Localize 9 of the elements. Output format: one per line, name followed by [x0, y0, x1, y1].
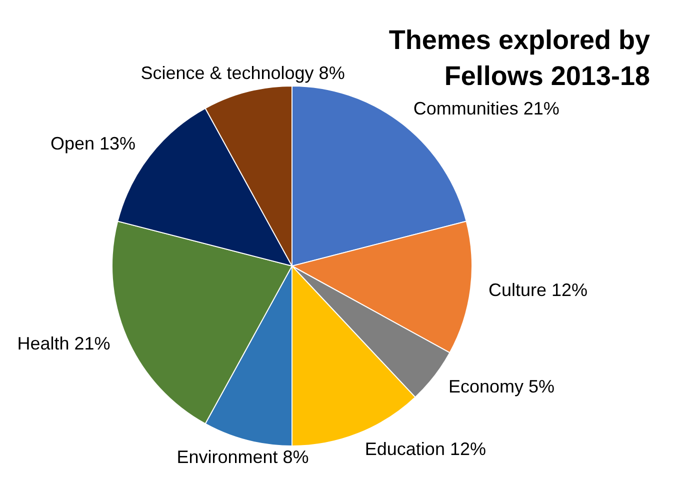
slice-label: Health 21%	[17, 334, 110, 354]
chart-title: Themes explored by Fellows 2013-18	[388, 25, 650, 91]
slice-label: Education 12%	[364, 439, 486, 460]
slice-label: Culture 12%	[488, 280, 588, 300]
slice-label: Communities 21%	[413, 98, 560, 119]
slice-label: Environment 8%	[176, 446, 309, 467]
slice-label: Economy 5%	[448, 376, 555, 396]
slice-label: Science & technology 8%	[140, 63, 345, 84]
slice-label: Open 13%	[50, 134, 136, 154]
